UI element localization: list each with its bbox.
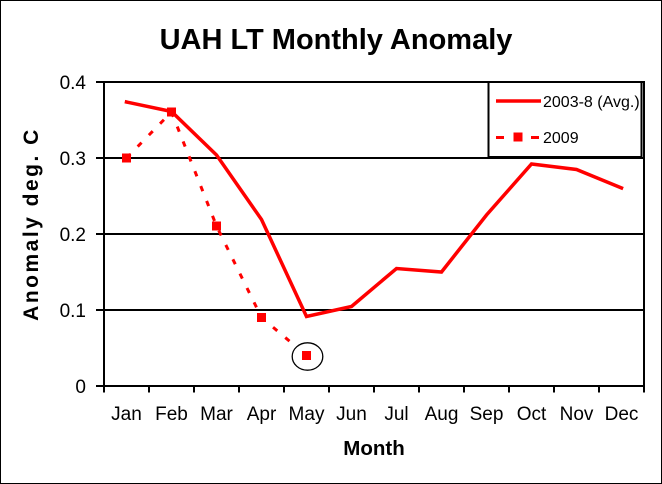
svg-text:Apr: Apr (247, 404, 277, 425)
svg-text:Sep: Sep (470, 404, 504, 425)
svg-text:0.4: 0.4 (60, 73, 87, 94)
svg-text:2009: 2009 (543, 130, 579, 147)
svg-text:Jul: Jul (384, 404, 408, 425)
svg-text:Month: Month (343, 437, 404, 460)
svg-text:Aug: Aug (425, 404, 459, 425)
svg-text:Mar: Mar (200, 404, 233, 425)
svg-text:Anomaly deg. C: Anomaly deg. C (20, 127, 43, 321)
svg-text:May: May (289, 404, 325, 425)
svg-text:2003-8 (Avg.): 2003-8 (Avg.) (543, 94, 640, 111)
svg-text:Oct: Oct (517, 404, 547, 425)
svg-text:Jun: Jun (336, 404, 367, 425)
svg-text:Jan: Jan (111, 404, 142, 425)
svg-text:0: 0 (75, 377, 86, 398)
svg-text:0.1: 0.1 (60, 301, 86, 322)
svg-text:0.3: 0.3 (60, 149, 86, 170)
svg-text:UAH LT Monthly Anomaly: UAH LT Monthly Anomaly (160, 24, 513, 56)
svg-text:Nov: Nov (560, 404, 594, 425)
svg-text:Feb: Feb (155, 404, 188, 425)
svg-text:0.2: 0.2 (60, 225, 86, 246)
svg-text:Dec: Dec (605, 404, 639, 425)
